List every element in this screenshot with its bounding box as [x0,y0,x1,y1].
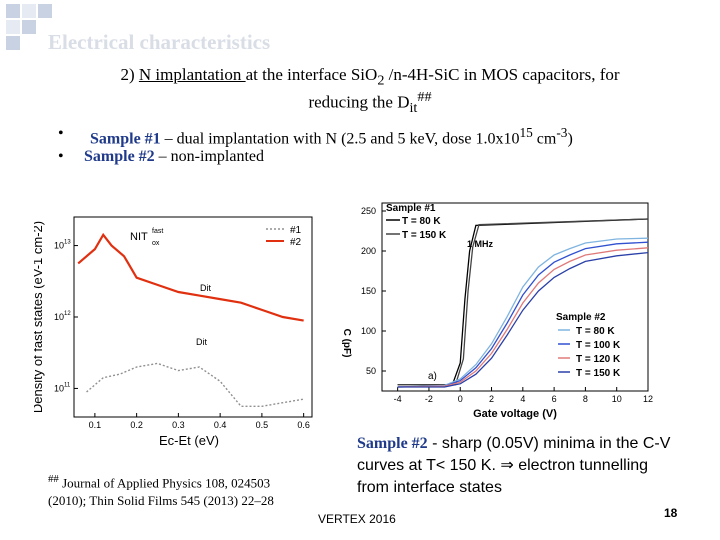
x-tick-label: 0.4 [214,420,227,430]
bullet-label: Sample #1 [90,130,161,148]
reference-line-2: (2010); Thin Solid Films 545 (2013) 22–2… [48,493,274,509]
decor-square [22,4,36,18]
subtitle-line2-sub: it [409,100,418,117]
series-line [397,247,649,388]
chart-cv-legend-sample2: Sample #2 T = 80 K T = 100 K T = 120 K T… [556,312,621,379]
x-tick-label: 8 [583,394,588,404]
footer: VERTEX 2016 [318,512,396,526]
slide-title: Electrical characteristics [48,30,271,54]
subtitle-line-1: 2) N implantation at the interface SiO2 … [40,63,700,92]
series-line [77,232,304,322]
chart-cv-frame [381,202,649,392]
x-tick-label: 0.3 [172,420,185,430]
decor-square [22,20,36,34]
x-tick-label: 0.5 [256,420,269,430]
x-tick-label: 12 [643,394,653,404]
bullet-label: Sample #2 [84,148,155,165]
legend-entry: T = 120 K [576,354,621,365]
subtitle-line-2: reducing the Dit## [40,86,700,120]
y-tick-label: 250 [361,206,376,216]
chart-dit-frame [73,216,313,418]
x-tick-label: 4 [520,394,525,404]
subtitle-underlined: N implantation [138,65,246,84]
x-tick-label: 10 [612,394,622,404]
bullet-sample-2: Sample #2 – non-implanted [84,148,264,166]
y-tick-label: 150 [361,286,376,296]
legend-title: Sample #2 [556,312,606,323]
x-tick-label: -4 [394,394,402,404]
x-tick-label: 0 [458,394,463,404]
y-tick-label: 10 [54,383,64,393]
chart-dit-xlabel: Ec-Et (eV) [159,433,219,448]
y-tick-exp: 13 [64,240,71,246]
y-tick-exp: 11 [64,382,71,388]
subtitle-line2-text: reducing the D [308,92,410,112]
legend-entry: T = 150 K [402,230,447,241]
subtitle-rest: /n-4H-SiC in MOS capacitors, for [384,65,620,84]
legend-title: Sample #1 [386,203,436,214]
series-line [397,241,649,388]
legend-entry: #2 [290,237,302,248]
annotation-nit-fast: fast [152,228,163,235]
y-tick-label: 200 [361,246,376,256]
note-label: Sample #2 [357,435,428,452]
y-tick-label: 50 [366,366,376,376]
x-tick-label: 2 [489,394,494,404]
x-tick-label: 6 [552,394,557,404]
reference-mark: ## [48,473,59,485]
bullet-sup: 15 [519,125,533,140]
subtitle-line2-sup: ## [417,89,432,105]
x-tick-label: 0.6 [297,420,310,430]
annotation-panel: a) [428,371,437,382]
bullet-sample-1: Sample #1 – dual implantation with N (2.… [90,125,573,148]
chart-dit-legend: #1 #2 [266,225,302,248]
decor-square [6,4,20,18]
bullet-marker: • [58,125,64,142]
y-tick-label: 10 [54,312,64,322]
y-tick-label: 100 [361,326,376,336]
series-line [397,251,649,388]
annotation-dit-upper: Dit [200,283,211,293]
observation-note: Sample #2 - sharp (0.05V) minima in the … [357,433,677,499]
bullet-text: – dual implantation with N (2.5 and 5 ke… [160,130,520,148]
chart-cv-ylabel: C (pF) [341,329,352,358]
chart-cv-legend-sample1: Sample #1 T = 80 K T = 150 K [386,203,447,241]
chart-cv: 50 100 150 200 250 -4 -2 0 2 4 6 8 10 12 1 MHz a) Sa… [341,202,653,420]
series-line [86,362,304,407]
decor-square [38,4,52,18]
annotation-nit: NIT [130,231,148,243]
legend-entry: #1 [290,225,302,236]
legend-entry: T = 80 K [402,216,441,227]
chart-dit-ylabel: Density of fast states (eV-1 cm-2) [34,221,45,413]
bullet-sup2: -3 [556,125,568,140]
reference: ## Journal of Applied Physics 108, 02450… [48,470,308,510]
bullet-text: – non-implanted [154,148,264,165]
subtitle-prefix: 2) [120,65,139,84]
note-text: - sharp (0.05V) minima in the C-V curves… [357,435,671,496]
x-tick-label: -2 [425,394,433,404]
bullet-marker: • [58,148,64,165]
chart-cv-xlabel: Gate voltage (V) [473,408,557,420]
y-tick-exp: 12 [64,311,71,317]
series-line [397,237,649,388]
y-tick-label: 10 [54,241,64,251]
decor-square [6,36,20,50]
subtitle-sub: 2 [377,72,385,89]
bullet-tail: cm [532,130,557,148]
annotation-dit-lower: Dit [196,337,207,347]
annotation-nit-ox: ox [152,240,160,247]
bullet-end: ) [567,130,573,148]
legend-entry: T = 80 K [576,326,615,337]
legend-entry: T = 150 K [576,368,621,379]
subtitle-middle: at the interface SiO [245,65,378,84]
annotation-frequency: 1 MHz [467,239,494,249]
reference-line-1: Journal of Applied Physics 108, 024503 [58,475,271,491]
legend-entry: T = 100 K [576,340,621,351]
x-tick-label: 0.1 [89,420,102,430]
decor-square [6,20,20,34]
x-tick-label: 0.2 [130,420,143,430]
page-number: 18 [664,506,678,520]
